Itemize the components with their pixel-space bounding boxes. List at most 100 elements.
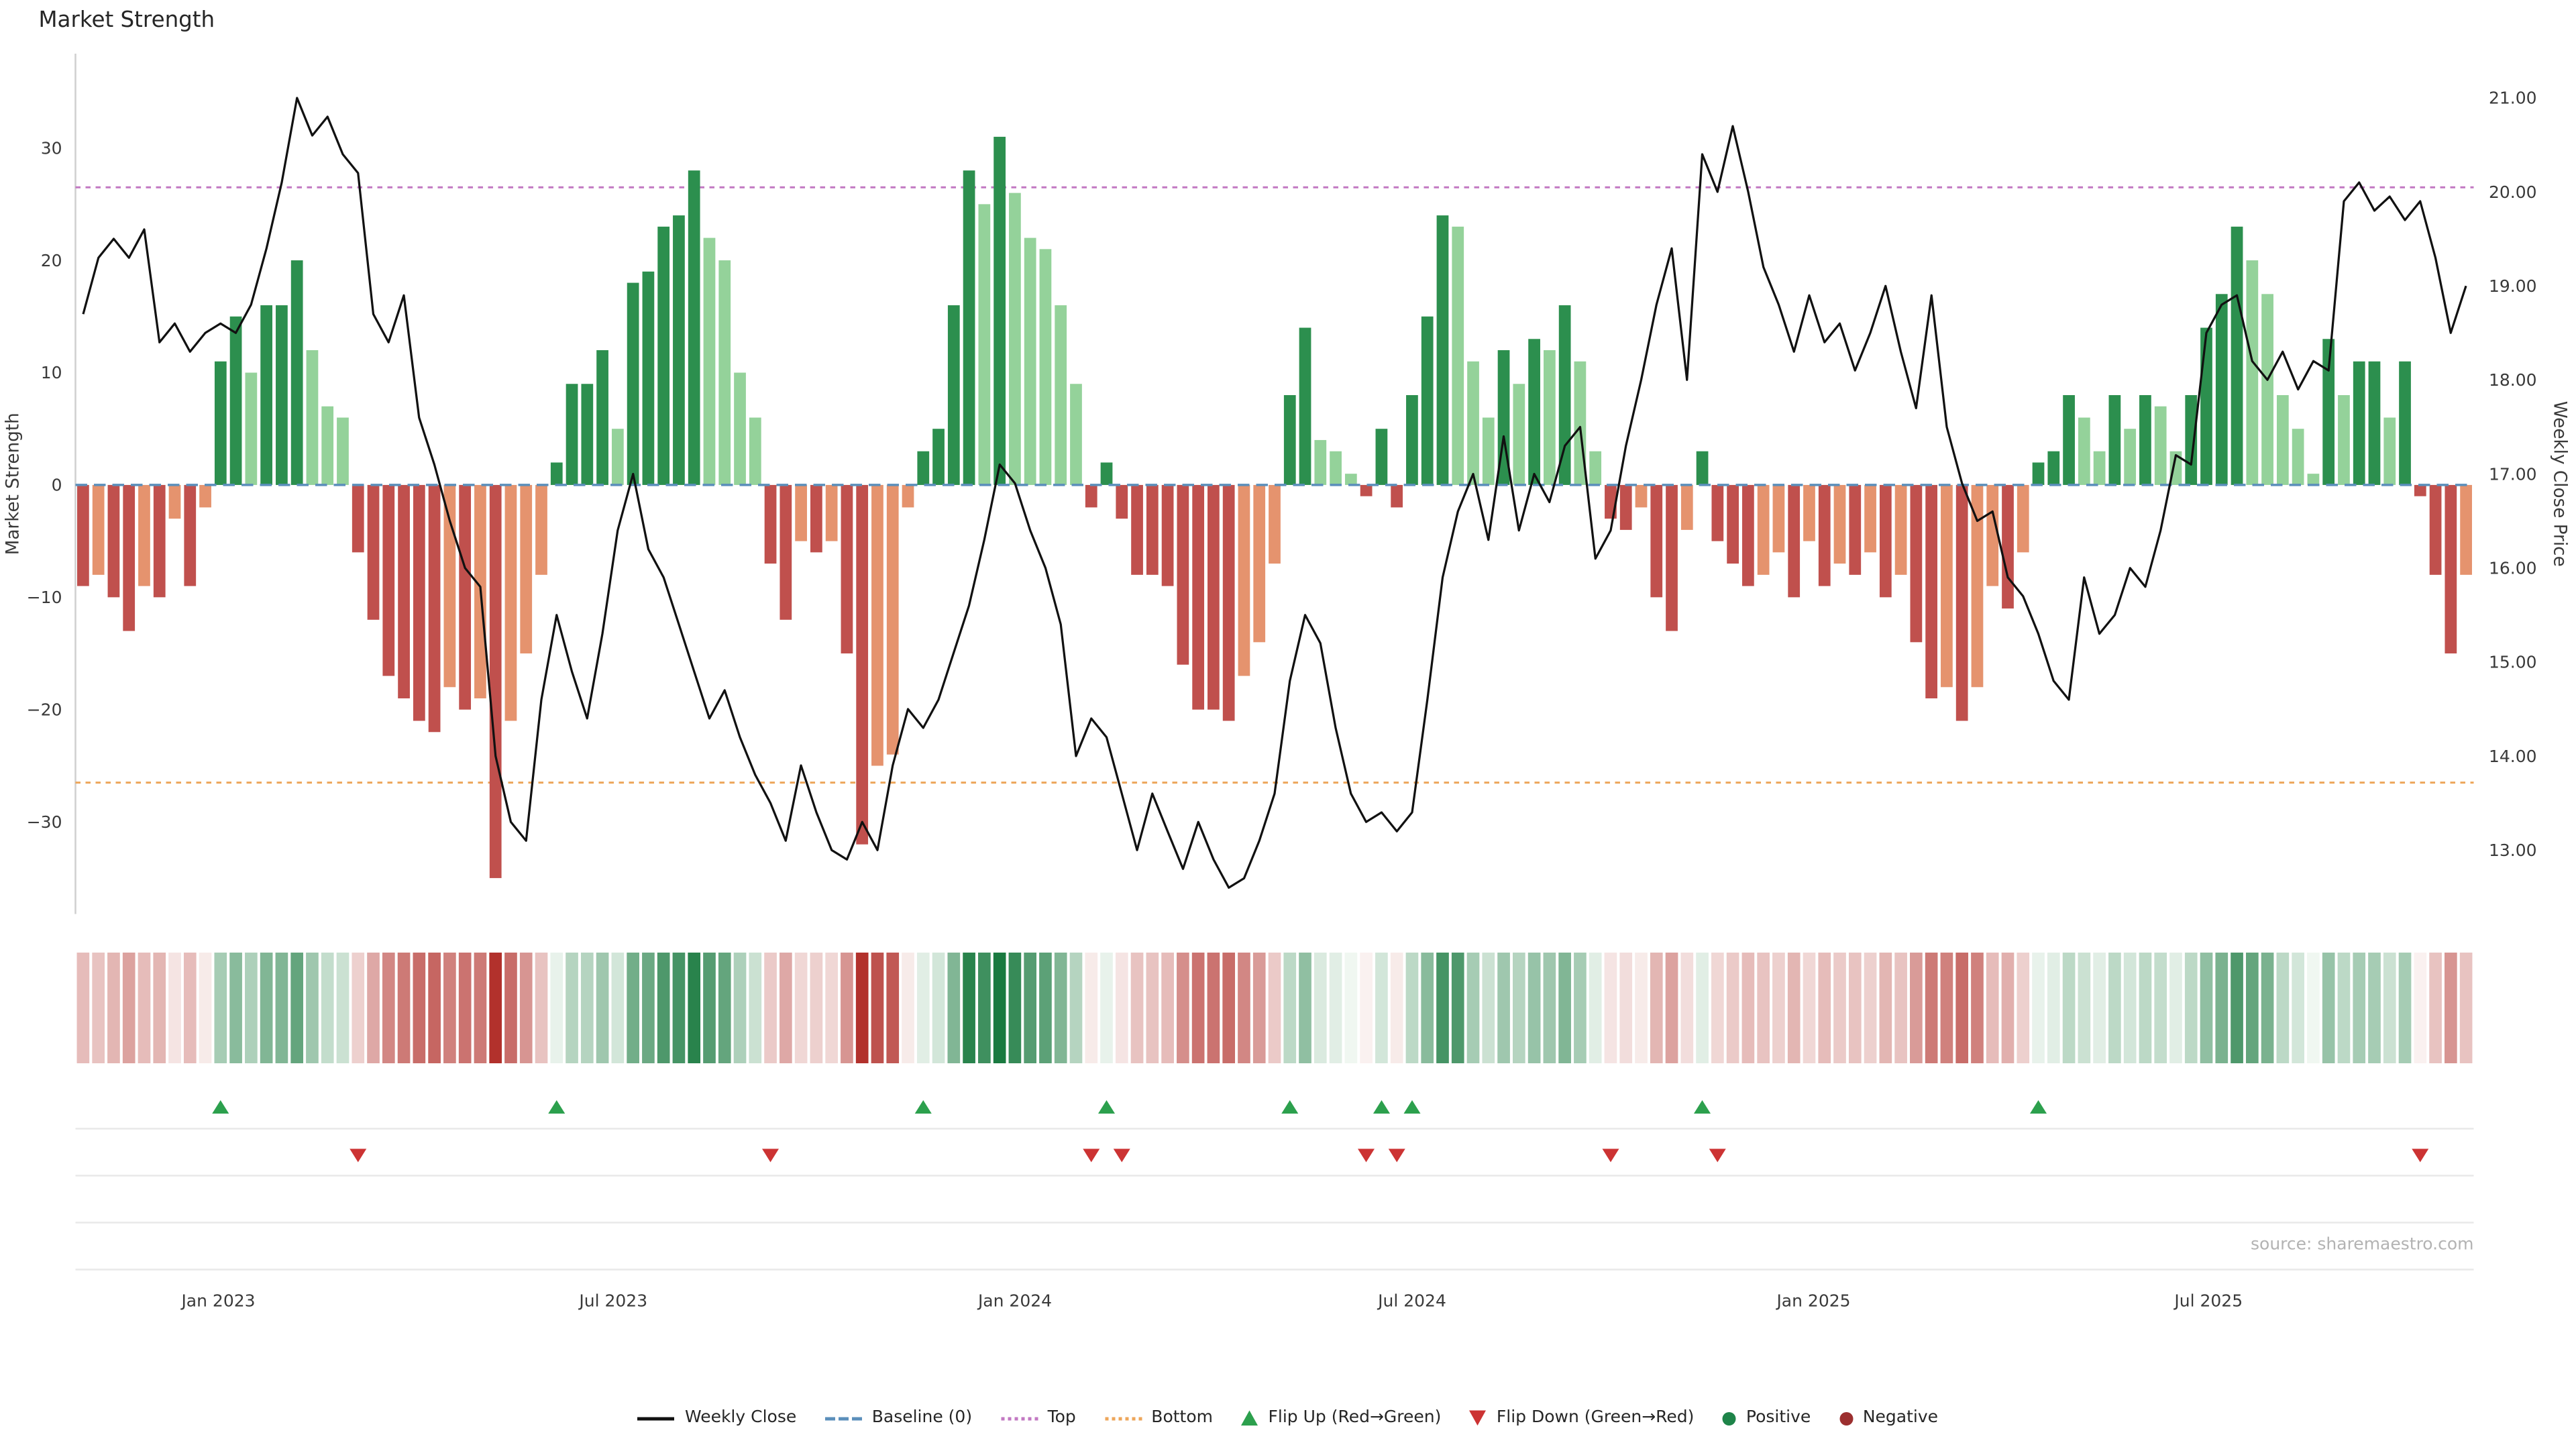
heatmap-cell — [1665, 953, 1678, 1063]
heatmap-cell — [1191, 953, 1205, 1063]
heatmap-cell — [2368, 953, 2381, 1063]
strength-bar — [367, 484, 380, 620]
heatmap-cell — [122, 953, 136, 1063]
heatmap-cell — [1329, 953, 1342, 1063]
heatmap-cell — [2032, 953, 2045, 1063]
heatmap-cell — [916, 953, 930, 1063]
legend-label: Negative — [1862, 1409, 1939, 1428]
strength-bar — [2124, 429, 2137, 485]
heatmap-cell — [1177, 953, 1189, 1063]
heatmap-cell — [413, 953, 426, 1063]
legend-item-flip-down-green-red: Flip Down (Green→Red) — [1469, 1409, 1694, 1428]
flip-down-marker — [762, 1148, 779, 1163]
heatmap-cell — [397, 953, 411, 1063]
strength-bar — [1666, 484, 1678, 631]
legend-label: Flip Up (Red→Green) — [1268, 1409, 1442, 1428]
heatmap-cell — [1818, 953, 1831, 1063]
strength-bar — [1772, 484, 1785, 553]
heatmap-cell — [672, 953, 686, 1063]
strength-bar — [321, 406, 334, 485]
heatmap-cell — [214, 953, 227, 1063]
flip-down-marker — [1083, 1148, 1100, 1163]
strength-bar — [825, 484, 838, 541]
heatmap-cell — [1848, 953, 1862, 1063]
heatmap-cell — [1986, 953, 1999, 1063]
strength-bar — [2292, 429, 2304, 485]
legend-item-negative: Negative — [1839, 1409, 1938, 1428]
strength-bar — [398, 484, 410, 699]
strength-bar — [1269, 484, 1281, 564]
heatmap-cell — [1787, 953, 1801, 1063]
right-axis-tick: 16.00 — [2489, 558, 2537, 578]
heatmap-cell — [1024, 953, 1036, 1063]
heatmap-cell — [443, 953, 456, 1063]
x-axis-tick: Jul 2025 — [2173, 1291, 2243, 1311]
strength-bar — [1222, 484, 1235, 721]
strength-bar — [168, 484, 181, 519]
heatmap-cell — [1757, 953, 1770, 1063]
heatmap-cell — [2017, 953, 2030, 1063]
strength-bar — [1330, 451, 1342, 485]
flip-down-marker — [1113, 1148, 1130, 1163]
heatmap-cell — [76, 953, 90, 1063]
strength-bar — [1894, 484, 1907, 575]
strength-bar — [994, 136, 1006, 485]
strength-bar — [1696, 451, 1709, 485]
heatmap-cell — [1680, 953, 1694, 1063]
strength-bar — [1360, 484, 1373, 496]
strength-bar — [1788, 484, 1801, 598]
strength-bar — [535, 484, 547, 575]
strength-bar — [2078, 417, 2090, 485]
heatmap-cell — [2276, 953, 2290, 1063]
strength-bar — [1452, 226, 1464, 485]
flip-up-marker — [1373, 1100, 1390, 1114]
right-axis-tick: 14.00 — [2489, 747, 2537, 766]
heatmap-cell — [780, 953, 792, 1063]
heatmap-cell — [580, 953, 594, 1063]
strength-bar — [1375, 429, 1388, 485]
heatmap-cell — [1940, 953, 1953, 1063]
triangle-up-icon — [1241, 1410, 1258, 1426]
strength-bar — [1482, 417, 1495, 485]
heatmap-cell — [458, 953, 472, 1063]
heatmap-cell — [2001, 953, 2015, 1063]
heatmap-cell — [519, 953, 533, 1063]
heatmap-cell — [703, 953, 716, 1063]
heatmap-cell — [138, 953, 151, 1063]
heatmap-cell — [1054, 953, 1067, 1063]
strength-bar — [413, 484, 425, 721]
strength-bar — [596, 350, 608, 485]
strength-bar — [2215, 294, 2228, 485]
heatmap-cell — [321, 953, 334, 1063]
strength-bar — [2047, 451, 2060, 485]
heatmap-cell — [1589, 953, 1602, 1063]
heatmap-cell — [2231, 953, 2243, 1063]
strength-bar — [1528, 339, 1540, 485]
heatmap-cell — [1894, 953, 1907, 1063]
strength-bar — [749, 417, 761, 485]
strength-bar — [77, 484, 89, 586]
strength-bar — [673, 215, 685, 485]
source-note: source: sharemaestro.com — [2251, 1234, 2474, 1254]
strength-bar — [1558, 305, 1571, 485]
strength-bar — [1085, 484, 1097, 508]
strength-bar — [1131, 484, 1143, 575]
heatmap-cell — [764, 953, 777, 1063]
chart-canvas: 30 20 10 0 −10 −20 −30 21.00 20.00 19.00 18.00 17.0… — [3, 54, 2570, 1311]
heatmap-cell — [1390, 953, 1403, 1063]
heatmap-cell — [1130, 953, 1144, 1063]
strength-bar — [2399, 361, 2411, 485]
strength-bar — [1421, 316, 1434, 485]
heatmap-cell — [2139, 953, 2152, 1063]
heatmap-cell — [2123, 953, 2137, 1063]
strength-bar — [1146, 484, 1159, 575]
heatmap-cell — [932, 953, 945, 1063]
strength-bar — [184, 484, 197, 586]
strength-bar — [886, 484, 899, 755]
strength-bar — [1238, 484, 1250, 676]
heatmap-cell — [993, 953, 1006, 1063]
heatmap-cell — [2154, 953, 2167, 1063]
right-axis-title: Weekly Close Price — [2550, 401, 2570, 567]
strength-bar — [1024, 237, 1036, 485]
heatmap-cell — [2337, 953, 2351, 1063]
